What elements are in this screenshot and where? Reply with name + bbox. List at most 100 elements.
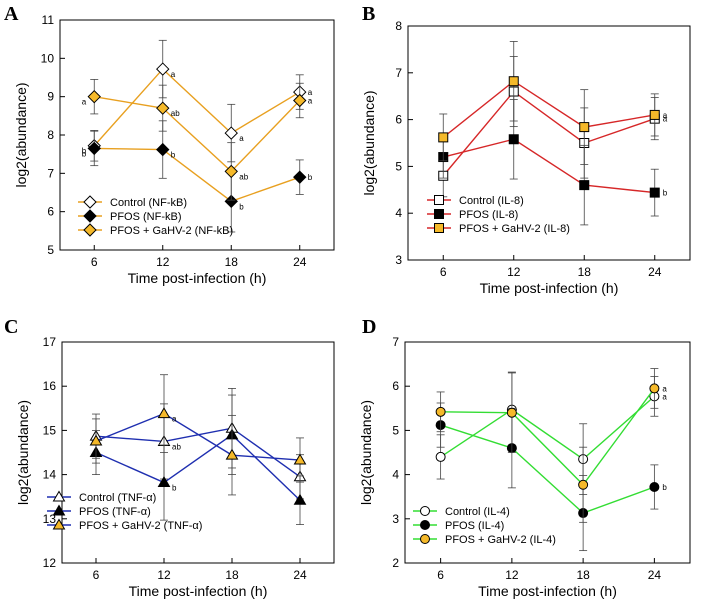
- legend-marker: [434, 223, 444, 233]
- legend-label: Control (NF-kB): [110, 197, 187, 209]
- data-point: [157, 476, 171, 488]
- significance-label: b: [662, 483, 667, 492]
- y-tick-label: 5: [47, 243, 54, 257]
- y-tick-label: 6: [392, 379, 399, 393]
- series-line: [93, 68, 301, 147]
- legend-label: Control (IL-8): [459, 195, 524, 207]
- x-tick-label: 18: [578, 265, 592, 279]
- series-line: [440, 424, 655, 514]
- significance-label: b: [239, 202, 244, 211]
- data-point: [156, 101, 170, 115]
- significance-label: ab: [172, 442, 181, 451]
- data-point: [649, 481, 660, 492]
- legend: Control (NF-kB) PFOS (NF-kB) PFOS + GaHV-2…: [78, 195, 233, 237]
- y-tick-label: 6: [47, 205, 54, 219]
- panel-letter: B: [362, 3, 375, 25]
- series-2: a: [89, 374, 307, 496]
- significance-label: b: [172, 484, 177, 493]
- y-tick-label: 7: [395, 66, 402, 80]
- y-tick-label: 15: [43, 423, 57, 437]
- data-point: [508, 76, 519, 87]
- legend-label: PFOS + GaHV-2 (NF-kB): [110, 225, 233, 237]
- legend: Control (IL-8) PFOS (IL-8) PFOS + GaHV-2 (…: [427, 195, 570, 235]
- y-tick-label: 14: [43, 468, 57, 482]
- y-axis-title: log2(abundance): [13, 82, 29, 187]
- x-axis-title: Time post-infection (h): [478, 583, 617, 599]
- x-axis-title: Time post-infection (h): [480, 280, 619, 296]
- y-tick-label: 3: [392, 512, 399, 526]
- data-point: [649, 187, 660, 198]
- legend-marker: [434, 209, 444, 219]
- x-tick-label: 24: [648, 568, 662, 582]
- data-point: [438, 132, 449, 143]
- legend-label: PFOS + GaHV-2 (IL-4): [445, 534, 556, 546]
- legend-label: PFOS + GaHV-2 (IL-8): [459, 223, 570, 235]
- series-line: [95, 427, 301, 478]
- panel-letter: D: [362, 316, 376, 338]
- y-tick-label: 7: [47, 166, 54, 180]
- y-tick-label: 4: [392, 468, 399, 482]
- data-point: [293, 453, 307, 465]
- legend-marker: [52, 490, 66, 502]
- x-tick-label: 18: [225, 568, 239, 582]
- significance-label: a: [171, 70, 176, 79]
- data-point: [89, 434, 103, 446]
- data-point: [156, 62, 170, 76]
- y-tick-label: 16: [43, 379, 57, 393]
- panel-a: A 5 6 7 8 9 10 11 6 12 18 24 Time post-infection (h)…: [4, 3, 335, 286]
- data-point: [224, 126, 238, 140]
- panel-letter: A: [4, 3, 19, 25]
- y-tick-label: 11: [42, 13, 55, 27]
- series-2: a: [438, 41, 668, 165]
- x-tick-label: 24: [648, 265, 662, 279]
- series-line: [95, 412, 301, 461]
- significance-label: a: [308, 88, 313, 97]
- data-point: [293, 493, 307, 505]
- legend-marker: [420, 520, 430, 530]
- legend: Control (TNF-α) PFOS (TNF-α) PFOS + GaHV-2…: [47, 490, 202, 532]
- significance-label: a: [82, 98, 87, 107]
- series-2: a: [435, 368, 667, 523]
- significance-label: a: [662, 392, 667, 401]
- y-tick-label: 8: [395, 19, 402, 33]
- significance-label: b: [663, 189, 668, 198]
- data-point: [224, 164, 238, 179]
- x-tick-label: 18: [576, 568, 590, 582]
- series-line: [442, 90, 655, 177]
- data-point: [293, 93, 307, 108]
- data-point: [435, 406, 446, 417]
- panel-letter: C: [4, 316, 18, 338]
- significance-label: b: [171, 151, 176, 160]
- legend-marker: [420, 534, 430, 544]
- x-tick-label: 6: [91, 255, 98, 269]
- x-tick-label: 6: [440, 265, 447, 279]
- x-tick-label: 12: [157, 568, 171, 582]
- x-tick-label: 6: [93, 568, 100, 582]
- y-tick-label: 2: [392, 556, 399, 570]
- data-point: [579, 122, 590, 133]
- legend-label: PFOS (IL-8): [459, 209, 518, 221]
- data-point: [508, 134, 519, 145]
- significance-label: b: [82, 147, 87, 156]
- series-0: a: [438, 56, 668, 198]
- data-point: [506, 407, 517, 418]
- data-point: [225, 448, 239, 460]
- series-line: [443, 138, 655, 194]
- y-axis-title: log2(abundance): [15, 400, 31, 505]
- legend-marker: [420, 506, 430, 516]
- y-tick-label: 10: [41, 51, 55, 65]
- data-point: [87, 89, 101, 104]
- x-tick-label: 12: [507, 265, 521, 279]
- series-line: [94, 95, 301, 173]
- y-axis-title: log2(abundance): [358, 400, 374, 505]
- significance-label: b: [308, 173, 313, 182]
- legend-label: Control (IL-4): [445, 506, 510, 518]
- y-tick-label: 12: [43, 556, 57, 570]
- data-point: [435, 451, 446, 462]
- x-tick-label: 18: [225, 255, 239, 269]
- y-tick-label: 3: [395, 253, 402, 267]
- panel-d: D 2 3 4 5 6 7 6 12 18 24 Time post-infection (h) log…: [358, 316, 691, 599]
- significance-label: a: [308, 97, 313, 106]
